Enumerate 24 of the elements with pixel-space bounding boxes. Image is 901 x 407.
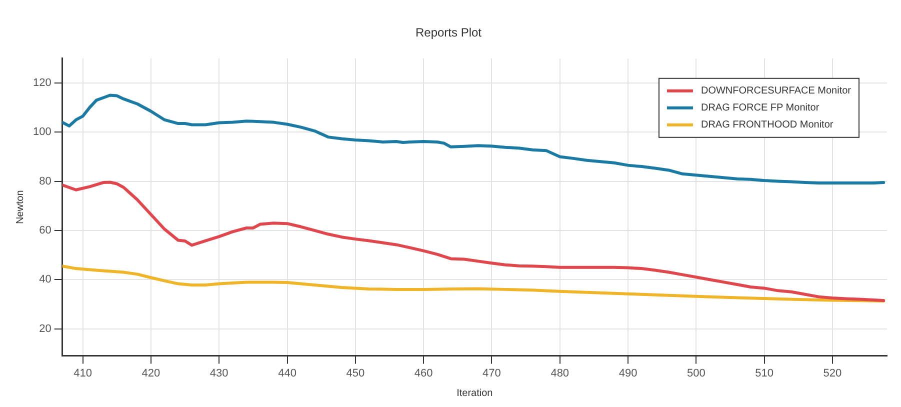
x-tick-label: 460 xyxy=(414,367,433,380)
x-tick-label: 420 xyxy=(142,367,160,380)
x-tick-label: 430 xyxy=(210,367,228,380)
y-tick-label: 20 xyxy=(39,322,52,335)
x-tick-label: 520 xyxy=(823,367,842,380)
x-tick-label: 510 xyxy=(755,367,774,380)
x-tick-label: 470 xyxy=(482,367,501,380)
x-tick-label: 410 xyxy=(74,367,92,380)
x-tick-label: 480 xyxy=(550,367,570,380)
x-tick-label: 490 xyxy=(618,367,638,380)
x-axis-title: Iteration xyxy=(456,388,493,399)
y-tick-label: 80 xyxy=(39,175,52,188)
x-tick-label: 450 xyxy=(346,367,365,380)
y-tick-label: 100 xyxy=(32,126,52,138)
y-tick-label: 60 xyxy=(39,224,52,236)
legend-label: DRAG FORCE FP Monitor xyxy=(700,102,820,114)
legend-label: DOWNFORCESURFACE Monitor xyxy=(700,86,852,97)
x-tick-label: 500 xyxy=(686,367,706,380)
y-axis-title: Newton xyxy=(14,190,26,224)
y-tick-label: 120 xyxy=(32,77,52,90)
y-tick-label: 40 xyxy=(39,274,52,286)
chart-title: Reports Plot xyxy=(415,26,482,40)
x-tick-label: 440 xyxy=(278,367,296,380)
legend-label: DRAG FRONTHOOD Monitor xyxy=(700,120,834,131)
